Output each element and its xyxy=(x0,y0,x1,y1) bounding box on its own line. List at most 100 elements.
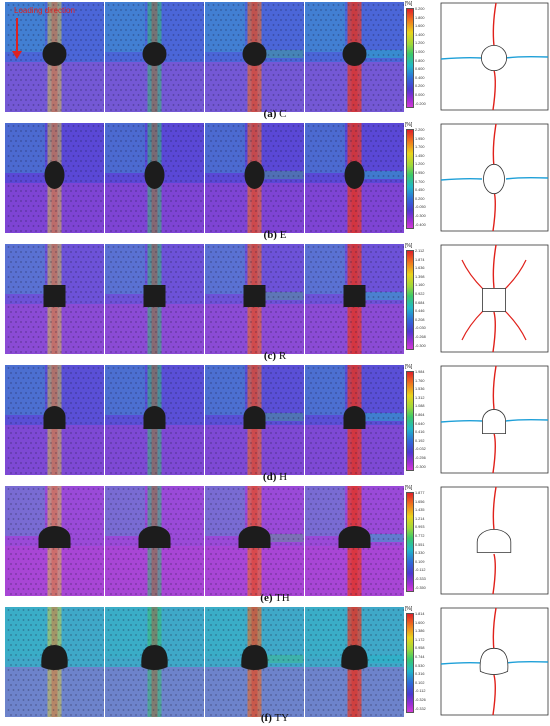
colorbar-tick-label: 0.700 xyxy=(415,179,425,184)
colorbar-unit: [%] xyxy=(405,122,413,128)
colorbar-tick-label: 0.551 xyxy=(415,542,425,547)
strain-field-panel xyxy=(5,123,104,233)
colorbar-tick-label: 0.400 xyxy=(415,75,425,80)
colorbar-tick-label: 1.636 xyxy=(415,266,425,271)
colorbar-tick-label: -0.112 xyxy=(415,689,426,694)
colorbar-tick-label: 1.536 xyxy=(415,387,425,392)
colorbar-tick-label: 1.800 xyxy=(415,15,425,20)
row-caption: (d) H xyxy=(0,471,550,483)
strain-colorbar: [%] 1.984 1.760 1.536 1.312 1.088 0.864 0.640 0.… xyxy=(404,364,440,475)
colorbar-tick-label: 1.398 xyxy=(415,274,425,279)
opening-ellipse xyxy=(344,161,365,189)
colorbar-tick-label: 1.656 xyxy=(415,499,425,504)
opening-arch xyxy=(141,645,168,670)
sketch-opening-arch xyxy=(479,647,509,675)
colorbar-tick-label: 1.877 xyxy=(415,491,425,495)
strain-field-panel xyxy=(205,244,304,354)
caption-name: TH xyxy=(272,592,290,604)
colorbar-tick-label: 1.172 xyxy=(415,637,425,642)
colorbar-tick-label: -0.030 xyxy=(415,326,426,331)
crack-sketch xyxy=(440,2,549,111)
opening-arch xyxy=(341,645,368,670)
strain-field-panel xyxy=(5,486,104,596)
colorbar-tick-label: 1.984 xyxy=(415,370,425,374)
opening-square xyxy=(243,285,266,307)
strain-field-panel xyxy=(305,365,404,475)
colorbar-tick-label: -0.050 xyxy=(415,205,426,210)
colorbar-tick-label: 1.760 xyxy=(415,378,425,383)
strain-field-panel xyxy=(105,123,204,233)
loading-direction-arrow-icon xyxy=(12,18,22,59)
colorbar-tick-label: 0.922 xyxy=(415,292,425,296)
strain-field-panel xyxy=(305,244,404,354)
opening-square xyxy=(43,285,66,307)
colorbar-tick-label: -0.326 xyxy=(415,698,426,702)
colorbar-tick-label: 0.530 xyxy=(415,663,425,668)
strain-colorbar: [%] 2.112 1.874 1.636 1.398 1.160 0.922 0.684 0.… xyxy=(404,243,440,354)
row-caption: (f) TY xyxy=(0,712,550,724)
colorbar-tick-label: 1.600 xyxy=(415,620,425,625)
colorbar-unit: [%] xyxy=(405,1,413,7)
sketch-opening-ellipse xyxy=(483,163,505,195)
colorbar-tick-label: 0.200 xyxy=(415,84,425,89)
colorbar-tick-label: 1.700 xyxy=(415,145,425,150)
colorbar-gradient xyxy=(406,492,414,592)
colorbar-tick-label: 0.000 xyxy=(415,93,425,97)
colorbar-tick-label: 0.958 xyxy=(415,646,425,651)
caption-name: E xyxy=(276,229,287,241)
strain-field-panel xyxy=(105,244,204,354)
strain-colorbar: [%] 1.877 1.656 1.435 1.214 0.993 0.772 0.551 0.… xyxy=(404,485,440,596)
colorbar-tick-label: 0.684 xyxy=(415,300,425,305)
strain-field-panel xyxy=(305,123,404,233)
colorbar-unit: [%] xyxy=(405,243,413,249)
colorbar-gradient xyxy=(406,371,414,471)
colorbar-tick-label: 0.102 xyxy=(415,680,425,685)
colorbar-tick-label: -0.200 xyxy=(415,101,426,106)
colorbar-tick-label: 0.200 xyxy=(415,196,425,201)
strain-field-panel xyxy=(105,365,204,475)
colorbar-tick-label: 2.112 xyxy=(415,249,425,253)
opening-arch xyxy=(241,645,268,670)
colorbar-gradient xyxy=(406,129,414,229)
strain-field-panel xyxy=(5,607,104,717)
colorbar-tick-label: 1.950 xyxy=(415,136,425,141)
colorbar-tick-label: 0.640 xyxy=(415,421,425,426)
strain-field-panel xyxy=(105,607,204,717)
colorbar-tick-label: 0.800 xyxy=(415,58,425,63)
strain-field-panel xyxy=(205,2,304,112)
colorbar-unit: [%] xyxy=(405,364,413,370)
strain-field-panel xyxy=(205,365,304,475)
sketch-opening-tunnel xyxy=(476,529,512,553)
strain-field-panel xyxy=(5,244,104,354)
colorbar-tick-label: -0.333 xyxy=(415,577,426,581)
opening-circle xyxy=(342,42,367,66)
colorbar-tick-label: 0.416 xyxy=(415,430,425,435)
colorbar-tick-label: 1.386 xyxy=(415,629,425,634)
strain-field-panel xyxy=(105,2,204,112)
colorbar-tick-label: 0.950 xyxy=(415,171,425,175)
row-caption: (a) C xyxy=(0,108,550,120)
sketch-opening-circle xyxy=(481,45,508,72)
caption-letter: (e) xyxy=(260,592,273,604)
opening-horseshoe xyxy=(143,406,166,429)
sketch-opening-square xyxy=(482,288,506,312)
opening-tunnel xyxy=(238,526,271,548)
colorbar-tick-label: -0.350 xyxy=(415,585,426,590)
colorbar-tick-label: 2.200 xyxy=(415,128,425,132)
colorbar-tick-label: -0.300 xyxy=(415,214,426,218)
opening-ellipse xyxy=(144,161,165,189)
opening-horseshoe xyxy=(43,406,66,429)
opening-square xyxy=(343,285,366,307)
colorbar-tick-label: -0.032 xyxy=(415,447,426,452)
strain-field-panel xyxy=(5,2,104,112)
caption-name: TY xyxy=(271,712,290,724)
colorbar-tick-label: 0.864 xyxy=(415,413,425,417)
opening-arch xyxy=(41,645,68,670)
colorbar-gradient xyxy=(406,613,414,713)
colorbar-tick-label: 1.600 xyxy=(415,24,425,29)
colorbar-tick-label: 0.446 xyxy=(415,309,425,314)
colorbar-tick-label: 0.208 xyxy=(415,317,425,322)
colorbar-tick-label: 0.192 xyxy=(415,438,425,443)
colorbar-tick-label: 1.874 xyxy=(415,257,425,262)
strain-field-panel xyxy=(305,486,404,596)
